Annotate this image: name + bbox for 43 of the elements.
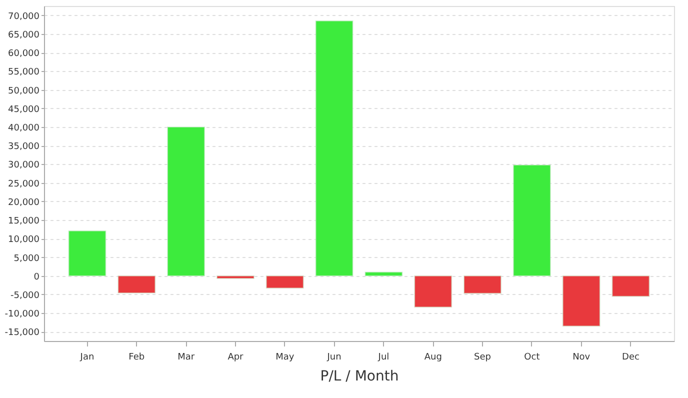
y-tick-label: 40,000 <box>8 123 40 134</box>
x-tick-label: Feb <box>128 352 145 362</box>
bar <box>167 126 206 276</box>
y-tick-label: 60,000 <box>8 49 40 60</box>
x-tick-label: Apr <box>228 352 244 362</box>
y-tick-label: 35,000 <box>8 142 40 152</box>
bar <box>216 275 254 279</box>
x-tick-label: Aug <box>424 352 442 362</box>
bar <box>68 230 106 276</box>
x-tick-label: Nov <box>572 352 591 362</box>
y-tick-label: 10,000 <box>8 235 40 246</box>
bar <box>612 275 650 297</box>
y-tick-label: 45,000 <box>8 104 40 115</box>
y-tick-label: -5,000 <box>10 290 40 301</box>
bar <box>562 275 600 327</box>
y-tick-label: 0 <box>34 272 40 282</box>
y-tick-label: 20,000 <box>8 198 40 208</box>
y-tick-label: 70,000 <box>8 12 40 22</box>
x-tick-label: Oct <box>524 352 540 362</box>
bar <box>118 275 156 294</box>
y-tick-label: 55,000 <box>8 68 40 78</box>
bar <box>364 272 403 276</box>
y-tick-label: 30,000 <box>8 160 40 171</box>
bar <box>315 20 354 276</box>
y-tick-label: -10,000 <box>4 310 40 320</box>
x-axis-title: P/L / Month <box>320 368 399 384</box>
x-tick-label: Jun <box>326 352 342 362</box>
y-tick-label: 65,000 <box>8 30 40 40</box>
x-tick-label: Dec <box>622 352 640 362</box>
y-tick-label: 25,000 <box>8 179 40 190</box>
x-tick-label: Jul <box>377 352 390 362</box>
x-tick-label: Sep <box>474 352 492 362</box>
x-tick-label: Jan <box>79 352 94 362</box>
y-tick-label: 5,000 <box>14 254 40 264</box>
x-tick-label: Mar <box>178 352 195 362</box>
bar <box>414 275 452 308</box>
y-tick-label: 50,000 <box>8 86 40 96</box>
y-tick-label: 15,000 <box>8 216 40 227</box>
x-tick-label: May <box>276 352 295 362</box>
bar <box>464 275 502 294</box>
y-tick-label: -15,000 <box>4 328 40 338</box>
bar <box>266 275 304 289</box>
bar <box>512 164 551 276</box>
